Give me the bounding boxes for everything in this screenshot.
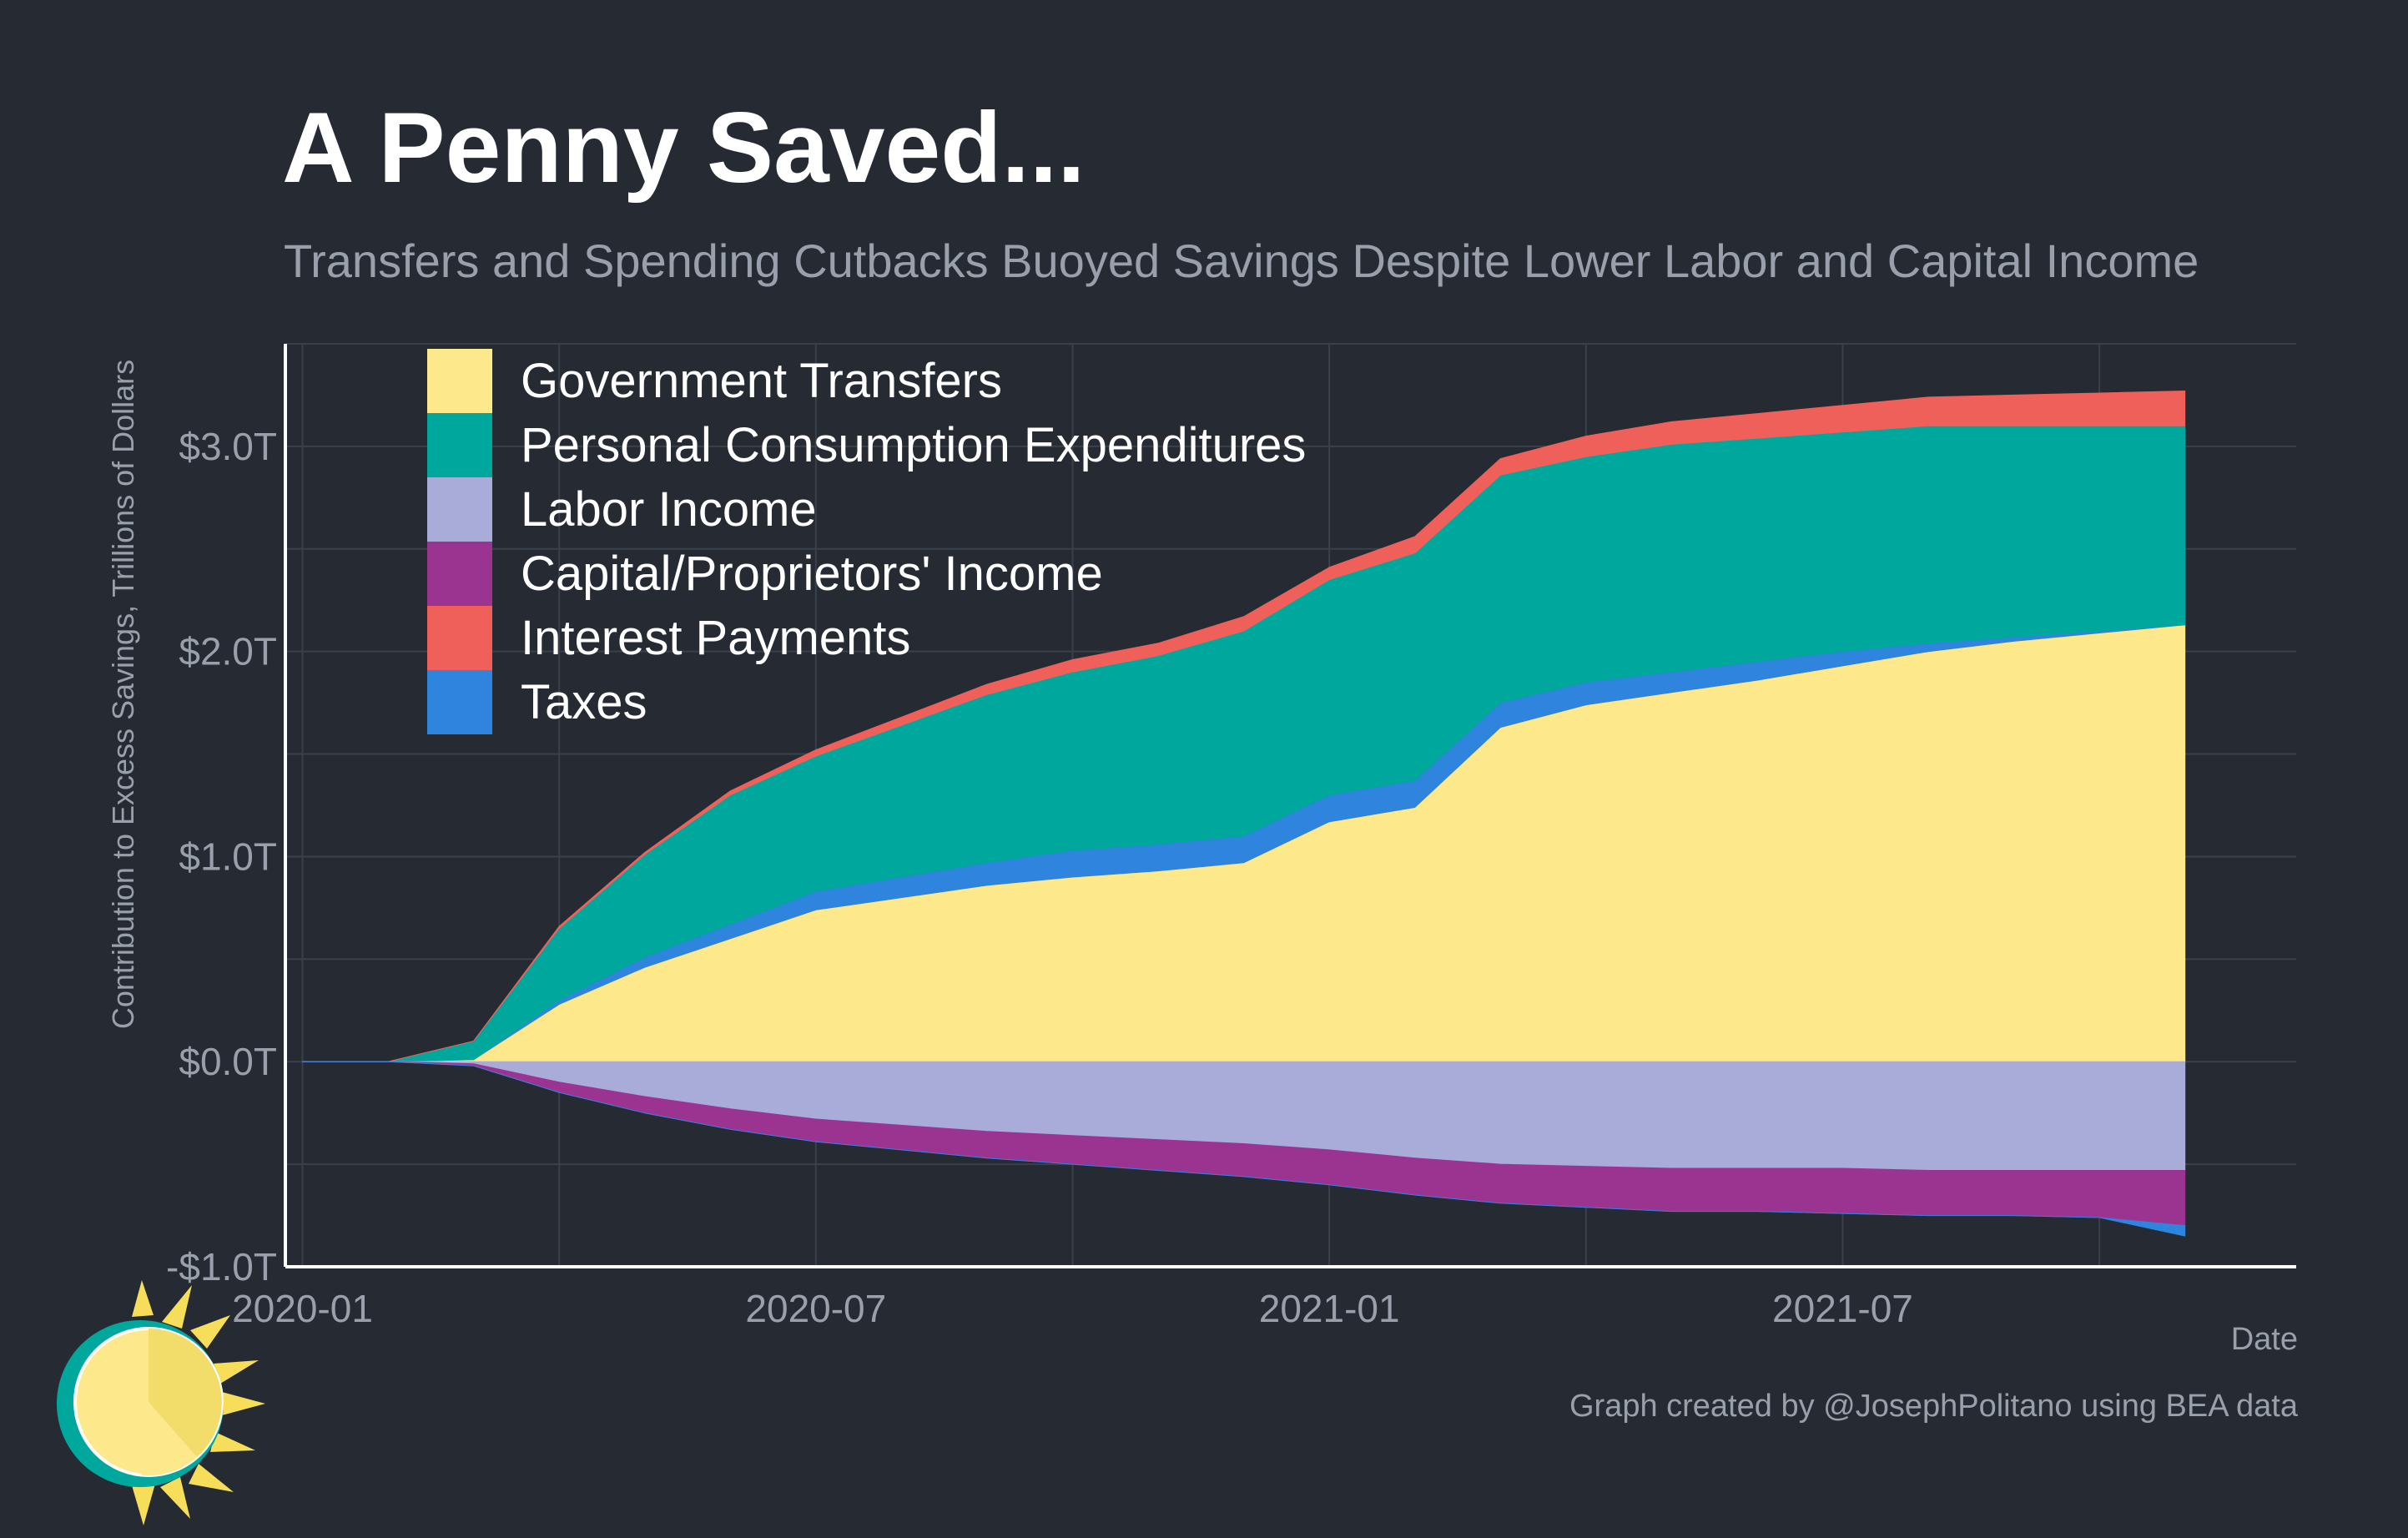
- legend-item: Interest Payments: [427, 606, 1306, 670]
- legend-label: Taxes: [521, 675, 647, 729]
- legend-item: Taxes: [427, 670, 1306, 734]
- x-tick-label: 2021-01: [1259, 1287, 1400, 1330]
- chart-subtitle: Transfers and Spending Cutbacks Buoyed S…: [284, 234, 2199, 287]
- chart-title: A Penny Saved...: [282, 92, 1086, 204]
- legend-swatch: [427, 606, 492, 670]
- legend-label: Labor Income: [521, 482, 817, 537]
- source-caption: Graph created by @JosephPolitano using B…: [1569, 1389, 2298, 1424]
- area-taxes-negative: [302, 1061, 2186, 1237]
- sun-logo-icon: [57, 1280, 265, 1525]
- legend-label: Capital/Proprietors' Income: [521, 547, 1103, 601]
- legend-swatch: [427, 477, 492, 542]
- x-tick-label: 2020-01: [232, 1287, 373, 1330]
- legend-item: Government Transfers: [427, 349, 1306, 413]
- y-axis-title: Contribution to Excess Savings, Trillion…: [106, 359, 140, 1030]
- area-series: [302, 391, 2186, 1237]
- axes: [284, 344, 2296, 1268]
- legend-swatch: [427, 413, 492, 477]
- legend-label: Interest Payments: [521, 611, 911, 665]
- legend-item: Capital/Proprietors' Income: [427, 542, 1306, 606]
- legend-swatch: [427, 670, 492, 734]
- x-tick-label: 2020-07: [745, 1287, 886, 1330]
- legend-label: Government Transfers: [521, 354, 1002, 408]
- x-axis-title: Date: [2230, 1322, 2298, 1357]
- y-tick-label: $1.0T: [179, 835, 277, 878]
- tick-labels: -$1.0T $0.0T $1.0T $2.0T $3.0T 2020-01 2020-07…: [166, 425, 1913, 1330]
- y-tick-label: $0.0T: [179, 1040, 277, 1083]
- y-tick-label: $3.0T: [179, 425, 277, 468]
- y-tick-label: -$1.0T: [166, 1245, 277, 1288]
- legend-item: Personal Consumption Expenditures: [427, 413, 1306, 477]
- legend-item: Labor Income: [427, 477, 1306, 542]
- legend: Government Transfers Personal Consumption…: [427, 349, 1306, 734]
- x-tick-label: 2021-07: [1772, 1287, 1913, 1330]
- area-interest-payments: [302, 391, 2186, 1062]
- legend-label: Personal Consumption Expenditures: [521, 418, 1307, 472]
- legend-swatch: [427, 542, 492, 606]
- legend-swatch: [427, 349, 492, 413]
- y-tick-label: $2.0T: [179, 630, 277, 673]
